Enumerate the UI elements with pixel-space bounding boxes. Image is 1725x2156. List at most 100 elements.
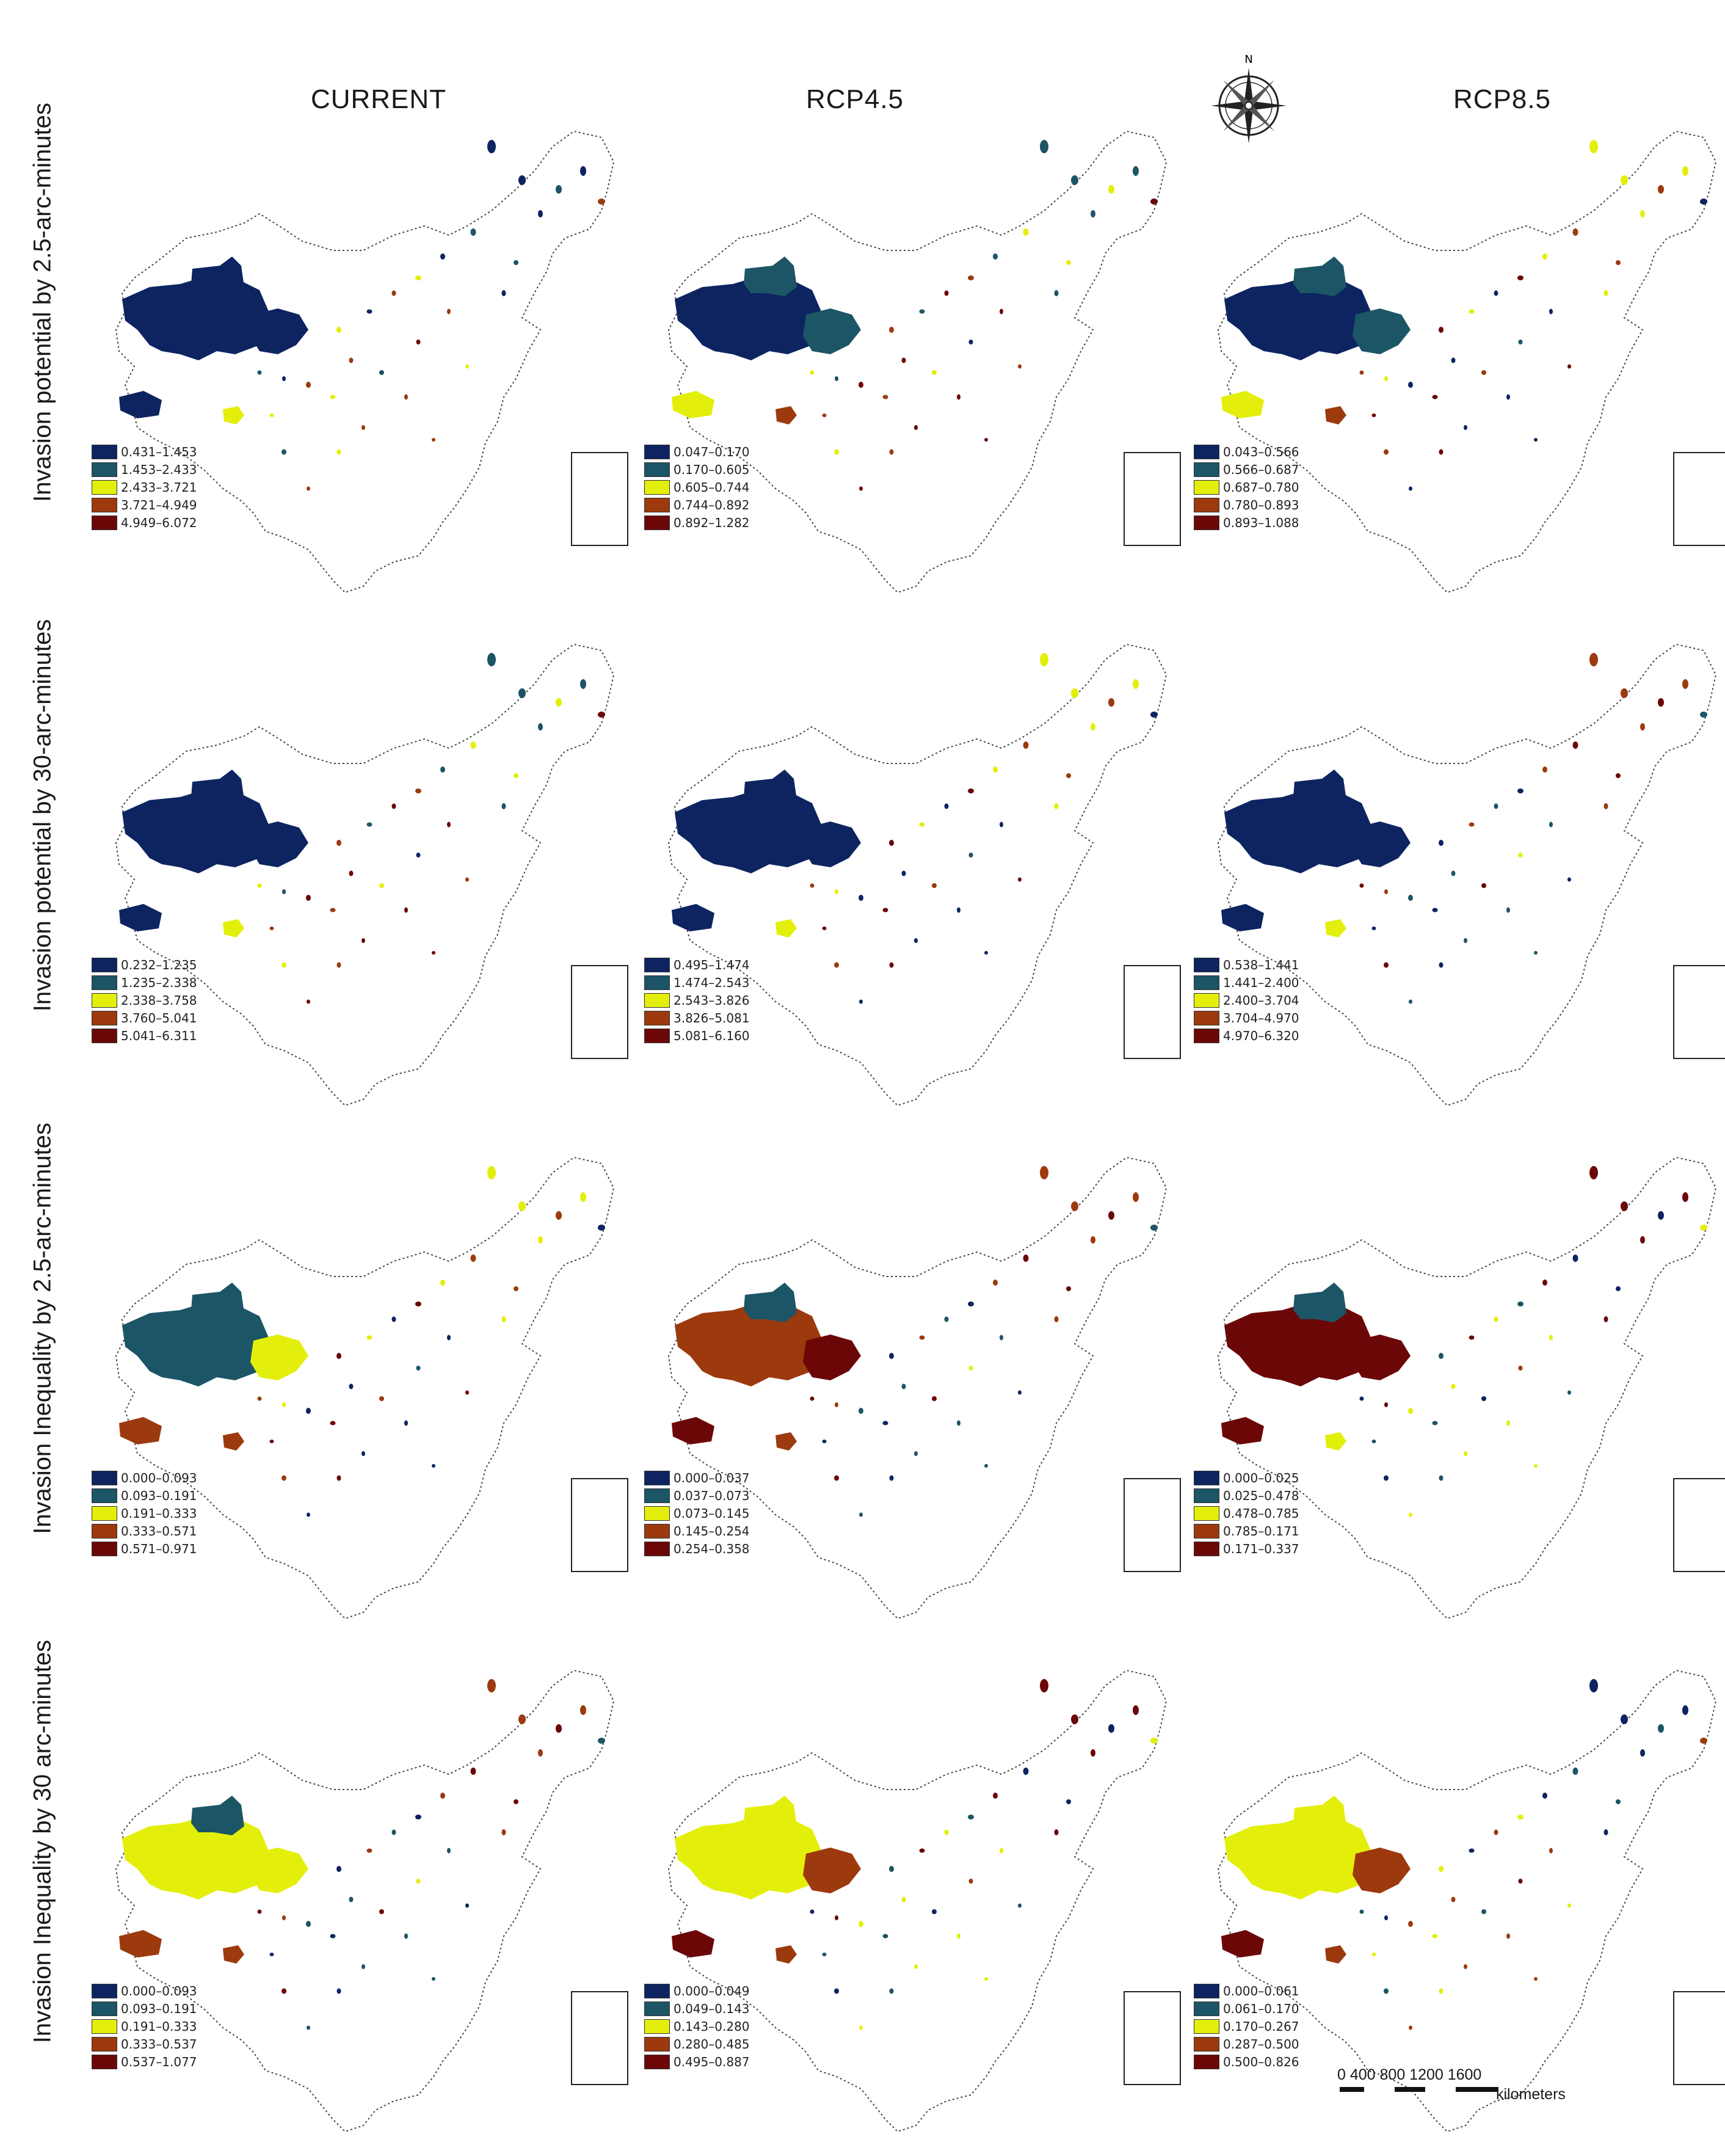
legend-swatch: [644, 1028, 670, 1043]
speckle: [1616, 773, 1621, 778]
map-panel-r2-c2: 0.495–1.474 1.474–2.543 2.543–3.826 3.826–5…: [629, 623, 1197, 1130]
legend-item: 0.093–0.191: [92, 1487, 197, 1504]
legend-swatch: [1194, 2019, 1219, 2034]
speckle: [968, 1366, 973, 1371]
south-china-sea-inset: [1124, 965, 1181, 1059]
legend-swatch: [92, 515, 117, 530]
region-south-tip: [1221, 391, 1264, 418]
legend-swatch: [644, 992, 670, 1008]
south-china-sea-inset: [1124, 1478, 1181, 1572]
speckle: [1506, 907, 1510, 913]
speckle: [932, 1909, 937, 1914]
scale-bar-unit: kilometers: [1496, 2086, 1566, 2103]
legend-item: 0.191–0.333: [92, 2017, 197, 2035]
speckle: [957, 394, 961, 400]
speckle: [1451, 1383, 1456, 1389]
legend-swatch: [1194, 497, 1219, 512]
region-plateau-e: [1353, 1335, 1411, 1380]
speckle: [901, 1383, 906, 1389]
legend-item: 0.538–1.441: [1194, 956, 1299, 974]
speckle: [1589, 140, 1598, 153]
speckle: [1023, 1255, 1029, 1262]
speckle: [822, 413, 827, 417]
legend-swatch: [92, 1028, 117, 1043]
region-qinghai: [191, 770, 244, 809]
speckle: [1409, 999, 1412, 1004]
speckle: [598, 1738, 605, 1744]
legend-label: 0.495–1.474: [674, 957, 750, 972]
speckle: [415, 1815, 421, 1819]
speckle: [1518, 340, 1523, 344]
speckle: [993, 767, 998, 773]
speckle: [1000, 821, 1003, 828]
legend-label: 0.191–0.333: [121, 1506, 197, 1521]
speckle: [514, 1799, 518, 1804]
speckle: [984, 438, 988, 442]
speckle: [330, 1934, 336, 1939]
speckle: [984, 951, 988, 955]
speckle: [307, 486, 310, 491]
map-panel-r1-c1: 0.431–1.453 1.453–2.433 2.433–3.721 3.721–4…: [76, 110, 644, 617]
speckle: [269, 413, 274, 417]
legend-item: 3.760–5.041: [92, 1009, 197, 1027]
speckle: [1700, 1225, 1707, 1231]
speckle: [901, 357, 906, 363]
speckle: [447, 1848, 451, 1854]
legend-item: 0.170–0.605: [644, 461, 750, 478]
speckle: [834, 449, 839, 455]
region-qinghai: [191, 1796, 244, 1835]
region-qinghai: [1293, 257, 1346, 296]
china-map: [115, 1669, 615, 2133]
country-outline: [1217, 643, 1717, 1107]
region-south-tip: [1221, 1417, 1264, 1444]
legend-swatch: [644, 444, 670, 459]
speckle: [859, 1408, 863, 1414]
compass-north-label: N: [1244, 53, 1252, 66]
speckle: [859, 382, 863, 388]
speckle: [580, 1192, 586, 1202]
legend-item: 0.280–0.485: [644, 2035, 750, 2053]
speckle: [1409, 2025, 1412, 2030]
legend-item: 0.478–0.785: [1194, 1504, 1299, 1522]
speckle: [440, 1280, 445, 1286]
speckle: [822, 1953, 827, 1956]
speckle: [1542, 253, 1547, 260]
speckle: [307, 999, 310, 1004]
speckle: [968, 340, 973, 344]
speckle: [598, 712, 605, 718]
legend-swatch: [1194, 479, 1219, 495]
speckle: [1432, 908, 1438, 912]
legend-item: 2.400–3.704: [1194, 991, 1299, 1009]
speckle: [282, 1402, 286, 1407]
scale-bar: 0 400 800 1200 1600 kilometers: [1337, 2066, 1618, 2121]
speckle: [1439, 962, 1444, 968]
speckle: [269, 1953, 274, 1956]
speckle: [1621, 1714, 1628, 1724]
speckle: [404, 394, 408, 400]
speckle: [518, 688, 526, 698]
legend-label: 0.280–0.485: [674, 2036, 750, 2052]
legend-swatch: [1194, 1470, 1219, 1485]
speckle: [465, 877, 469, 882]
legend-item: 0.495–0.887: [644, 2053, 750, 2070]
legend-item: 0.785–0.171: [1194, 1522, 1299, 1540]
legend-swatch: [644, 1523, 670, 1539]
region-south-tip: [672, 1930, 714, 1958]
legend-label: 0.333–0.571: [121, 1523, 197, 1539]
legend-swatch: [644, 2036, 670, 2052]
region-plateau-e: [803, 821, 861, 867]
legend-swatch: [644, 479, 670, 495]
speckle: [1572, 228, 1578, 236]
china-map: [115, 643, 615, 1107]
legend-item: 0.000–0.093: [92, 1469, 197, 1487]
legend-label: 3.826–5.081: [674, 1010, 750, 1025]
map-legend: 0.495–1.474 1.474–2.543 2.543–3.826 3.826–5…: [644, 956, 750, 1044]
legend-item: 0.333–0.537: [92, 2035, 197, 2053]
legend-label: 0.170–0.605: [674, 462, 750, 477]
speckle: [1567, 364, 1571, 369]
speckle: [1439, 1866, 1444, 1872]
legend-item: 0.254–0.358: [644, 1540, 750, 1557]
region-sw-blob: [1325, 1945, 1346, 1964]
legend-swatch: [92, 479, 117, 495]
legend-label: 0.537–1.077: [121, 2054, 197, 2069]
